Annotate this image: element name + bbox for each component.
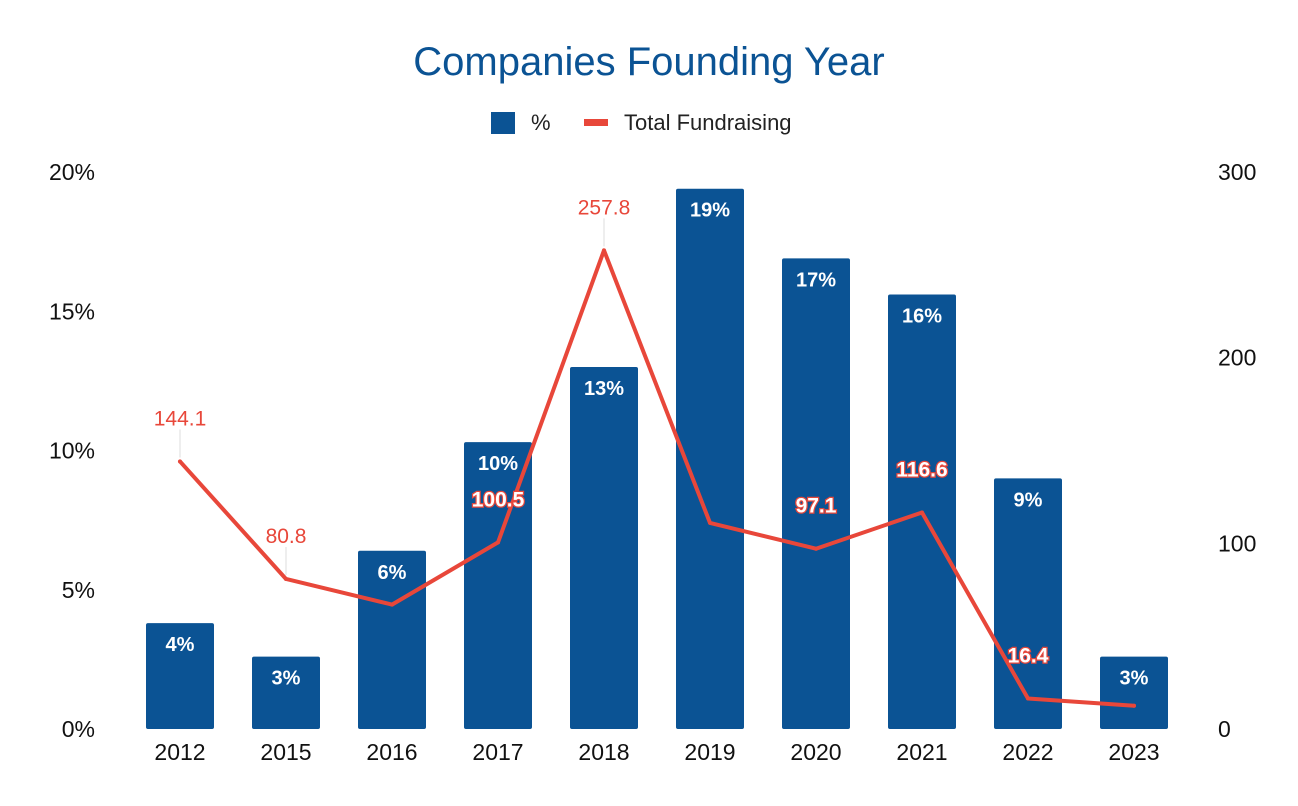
- line-value-label: 116.6: [896, 459, 947, 482]
- legend: % Total Fundraising: [491, 110, 792, 135]
- y-axis-left: 0% 5% 10% 15% 20%: [49, 159, 95, 742]
- line-point: [708, 520, 712, 525]
- line-point: [602, 248, 606, 253]
- line-point: [178, 459, 182, 464]
- line-point: [496, 540, 500, 545]
- bar-value-label: 6%: [378, 562, 407, 584]
- y-right-tick-label: 0: [1218, 716, 1231, 742]
- bar: [252, 656, 320, 729]
- legend-label-bar: %: [531, 110, 551, 135]
- y-axis-right: 0 100 200 300: [1218, 159, 1256, 742]
- y-left-tick-label: 0%: [62, 716, 95, 742]
- bar-value-label: 16%: [902, 306, 942, 328]
- x-tick-label: 2021: [896, 739, 947, 765]
- bar-value-label: 3%: [272, 668, 301, 690]
- x-axis: 2012 2015 2016 2017 2018 2019 2020 2021 2022 2023: [154, 739, 1159, 765]
- line-point: [284, 576, 288, 581]
- chart-title: Companies Founding Year: [413, 40, 884, 84]
- x-tick-label: 2017: [472, 739, 523, 765]
- y-left-tick-label: 10%: [49, 438, 95, 464]
- y-left-tick-label: 5%: [62, 577, 95, 603]
- line-value-label: 80.8: [266, 525, 307, 548]
- line-value-label: 16.4: [1008, 645, 1049, 668]
- bar: [464, 442, 532, 729]
- bar-value-label: 10%: [478, 453, 518, 475]
- bar-value-label: 19%: [690, 200, 730, 222]
- y-right-tick-label: 200: [1218, 345, 1256, 371]
- bar-value-label: 3%: [1120, 668, 1149, 690]
- legend-label-line: Total Fundraising: [624, 110, 792, 135]
- line-point: [390, 602, 394, 607]
- bar: [782, 258, 850, 729]
- line-value-label: 100.5: [472, 488, 525, 511]
- line-value-label: 144.1: [154, 407, 207, 430]
- line-point: [920, 510, 924, 515]
- x-tick-label: 2016: [366, 739, 417, 765]
- bar-value-label: 17%: [796, 269, 836, 291]
- x-tick-label: 2020: [790, 739, 841, 765]
- legend-swatch-line: [584, 119, 608, 126]
- y-left-tick-label: 20%: [49, 159, 95, 185]
- line-point: [1026, 696, 1030, 701]
- line-series: 144.1 80.8 100.5 257.8 97.1 116.6 16.4: [154, 196, 1136, 708]
- bar: [994, 478, 1062, 729]
- bar-series: 4% 3% 6% 10% 13% 19% 17% 16% 9% 3%: [146, 188, 1168, 729]
- y-left-tick-label: 15%: [49, 298, 95, 324]
- x-tick-label: 2022: [1002, 739, 1053, 765]
- line-value-label: 97.1: [796, 495, 837, 518]
- y-right-tick-label: 100: [1218, 530, 1256, 556]
- line-value-label: 257.8: [578, 196, 631, 219]
- bar: [1100, 656, 1168, 729]
- legend-swatch-bar: [491, 112, 515, 134]
- x-tick-label: 2012: [154, 739, 205, 765]
- fundraising-line: [178, 248, 1136, 708]
- line-point: [814, 546, 818, 551]
- y-right-tick-label: 300: [1218, 159, 1256, 185]
- bar-value-label: 9%: [1014, 489, 1043, 511]
- x-tick-label: 2018: [578, 739, 629, 765]
- bar: [146, 623, 214, 729]
- x-tick-label: 2023: [1108, 739, 1159, 765]
- bar: [570, 366, 638, 729]
- bar-value-label: 4%: [166, 634, 195, 656]
- x-tick-label: 2019: [684, 739, 735, 765]
- x-tick-label: 2015: [260, 739, 311, 765]
- line-point: [1132, 703, 1136, 708]
- bar: [676, 188, 744, 729]
- bar-value-label: 13%: [584, 378, 624, 400]
